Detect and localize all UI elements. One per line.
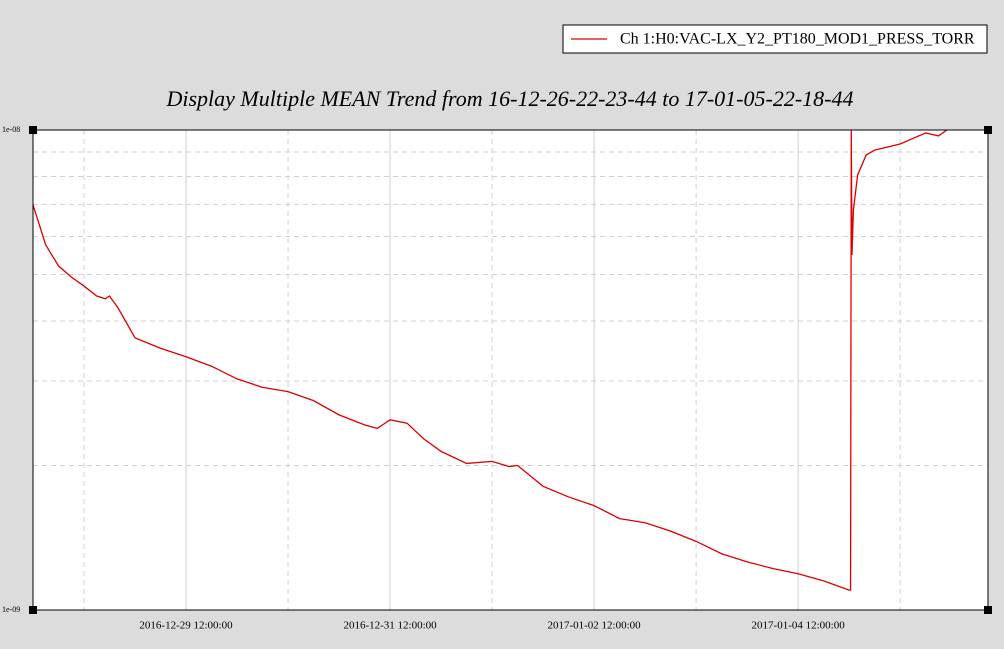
series-lines xyxy=(32,129,948,591)
plot-border xyxy=(32,129,989,611)
grid xyxy=(30,129,988,611)
legend: Ch 1:H0:VAC-LX_Y2_PT180_MOD1_PRESS_TORR xyxy=(562,24,988,54)
series-line xyxy=(32,129,948,591)
x-tick-label: 2016-12-31 12:00:00 xyxy=(343,620,437,632)
corner-handle xyxy=(29,606,37,614)
corner-handle xyxy=(29,126,37,134)
legend-label: Ch 1:H0:VAC-LX_Y2_PT180_MOD1_PRESS_TORR xyxy=(620,31,975,48)
x-tick-label: 2017-01-02 12:00:00 xyxy=(547,620,641,632)
y-tick-label: 1e-09 xyxy=(2,605,20,614)
chart-title: Display Multiple MEAN Trend from 16-12-2… xyxy=(165,86,853,111)
y-tick-label: 1e-08 xyxy=(2,125,20,134)
plot-area xyxy=(32,129,989,611)
x-tick-label: 2017-01-04 12:00:00 xyxy=(752,620,846,632)
corner-handle xyxy=(984,126,992,134)
legend-box xyxy=(562,24,988,54)
corner-handle xyxy=(984,606,992,614)
x-tick-label: 2016-12-29 12:00:00 xyxy=(139,620,233,632)
